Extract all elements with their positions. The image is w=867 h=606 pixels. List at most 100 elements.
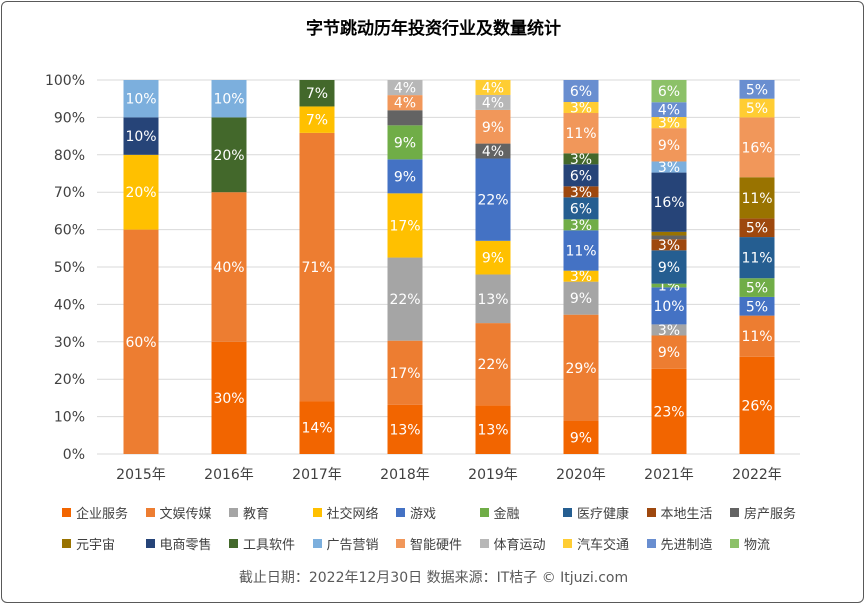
bar-segment	[387, 80, 423, 96]
bar-segment	[563, 164, 599, 187]
data-label: 3%	[658, 238, 680, 254]
bar-segment	[563, 421, 599, 454]
legend-swatch	[563, 508, 572, 517]
x-tick-label: 2016年	[204, 467, 254, 483]
legend-item: 工具软件	[229, 534, 295, 553]
bar-segment	[387, 95, 423, 111]
bar-segment	[123, 154, 159, 230]
data-label: 11%	[565, 244, 596, 260]
bar-segment	[475, 405, 511, 454]
bar-segment	[651, 335, 687, 369]
data-label: 9%	[482, 251, 504, 267]
data-label: 13%	[477, 292, 508, 308]
data-label: 6%	[570, 84, 592, 100]
data-label: 13%	[389, 422, 420, 438]
data-label: 11%	[565, 126, 596, 142]
data-label: 11%	[741, 191, 772, 207]
legend-label: 汽车交通	[577, 538, 630, 553]
legend-swatch	[646, 539, 656, 548]
bar-segment	[563, 113, 599, 154]
legend-item: 物流	[730, 534, 770, 553]
legend-swatch	[312, 508, 322, 517]
legend-label: 游戏	[410, 507, 437, 522]
bar-segment	[651, 117, 687, 129]
legend-item: 本地生活	[646, 503, 713, 522]
legend-swatch	[563, 539, 572, 548]
bar-segment	[651, 172, 687, 232]
bar-segment	[739, 98, 775, 118]
bar-segment	[563, 153, 599, 165]
data-label: 3%	[658, 160, 680, 176]
bar-segment	[123, 229, 159, 454]
legend-label: 电商零售	[159, 538, 212, 553]
bar-segment	[651, 324, 687, 336]
legend-item: 房产服务	[730, 503, 796, 522]
data-label: 3%	[658, 116, 680, 132]
y-tick-label: 30%	[54, 335, 85, 351]
bar-segment	[299, 401, 335, 454]
legend-item: 电商零售	[145, 534, 212, 553]
data-label: 6%	[570, 168, 592, 184]
bar-segment	[563, 230, 599, 271]
legend-label: 物流	[744, 538, 771, 553]
bar-segment	[651, 239, 687, 251]
bar-segment	[651, 102, 687, 118]
bar-segment	[563, 197, 599, 220]
bar-segment	[563, 219, 599, 231]
legend-item: 智能硬件	[396, 534, 462, 553]
legend-item: 元宇宙	[62, 534, 115, 553]
bar-segment	[475, 240, 511, 275]
bar-segment	[387, 193, 423, 258]
bar-segment	[299, 106, 335, 133]
legend-item: 文娱传媒	[145, 503, 212, 522]
bar-segment	[475, 323, 511, 406]
data-label: 10%	[653, 299, 684, 315]
y-tick-label: 40%	[54, 297, 85, 313]
legend-item: 汽车交通	[563, 534, 629, 553]
bar-segment	[739, 177, 775, 219]
bar-segment	[211, 341, 247, 454]
y-tick-label: 80%	[54, 148, 85, 164]
x-tick-label: 2019年	[468, 467, 518, 483]
legend-item: 企业服务	[62, 503, 128, 522]
data-label: 29%	[565, 361, 596, 377]
data-label: 4%	[482, 144, 504, 160]
x-tick-label: 2021年	[644, 467, 694, 483]
legend-label: 房产服务	[744, 507, 797, 522]
data-label: 20%	[213, 148, 244, 164]
legend-item: 游戏	[396, 503, 436, 522]
legend-label: 企业服务	[76, 507, 129, 522]
legend-label: 智能硬件	[410, 538, 463, 553]
bar-segment	[651, 128, 687, 162]
x-tick-label: 2015年	[116, 467, 166, 483]
bar-segment	[739, 315, 775, 357]
y-tick-label: 60%	[54, 223, 85, 239]
data-label: 9%	[658, 260, 680, 276]
data-label: 22%	[389, 292, 420, 308]
data-label: 13%	[477, 423, 508, 439]
data-label: 10%	[213, 92, 244, 108]
legend-swatch	[479, 508, 489, 517]
legend-item: 教育	[229, 503, 269, 522]
x-tick-label: 2020年	[556, 467, 606, 483]
legend-label: 先进制造	[660, 538, 713, 553]
y-tick-label: 90%	[54, 110, 85, 126]
data-label: 16%	[653, 195, 684, 211]
data-label: 16%	[741, 140, 772, 156]
data-label: 5%	[746, 299, 768, 315]
legend-swatch	[229, 539, 238, 548]
bar-segment	[475, 158, 511, 241]
legend-label: 金融	[493, 507, 520, 522]
data-label: 3%	[658, 323, 680, 339]
legend-item: 广告营销	[312, 534, 379, 553]
bar-segment	[739, 237, 775, 279]
data-label: 23%	[653, 404, 684, 420]
data-label: 5%	[746, 281, 768, 297]
data-label: 4%	[394, 81, 416, 97]
data-label: 10%	[125, 92, 156, 108]
data-label: 40%	[213, 260, 244, 276]
data-label: 9%	[658, 345, 680, 361]
data-label: 9%	[394, 135, 416, 151]
bar-segment	[739, 218, 775, 238]
legend-item: 体育运动	[479, 534, 546, 553]
